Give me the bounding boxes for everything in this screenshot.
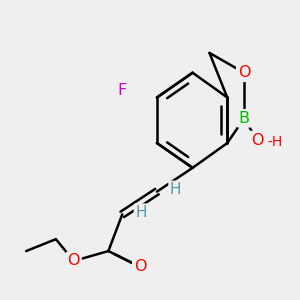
Text: O: O xyxy=(251,133,263,148)
Text: O: O xyxy=(134,260,146,274)
Text: -H: -H xyxy=(267,135,282,149)
Text: O: O xyxy=(238,65,250,80)
Text: O: O xyxy=(68,254,80,268)
Text: H: H xyxy=(170,182,181,197)
Text: F: F xyxy=(118,83,127,98)
Text: H: H xyxy=(135,205,147,220)
Text: B: B xyxy=(238,111,250,126)
